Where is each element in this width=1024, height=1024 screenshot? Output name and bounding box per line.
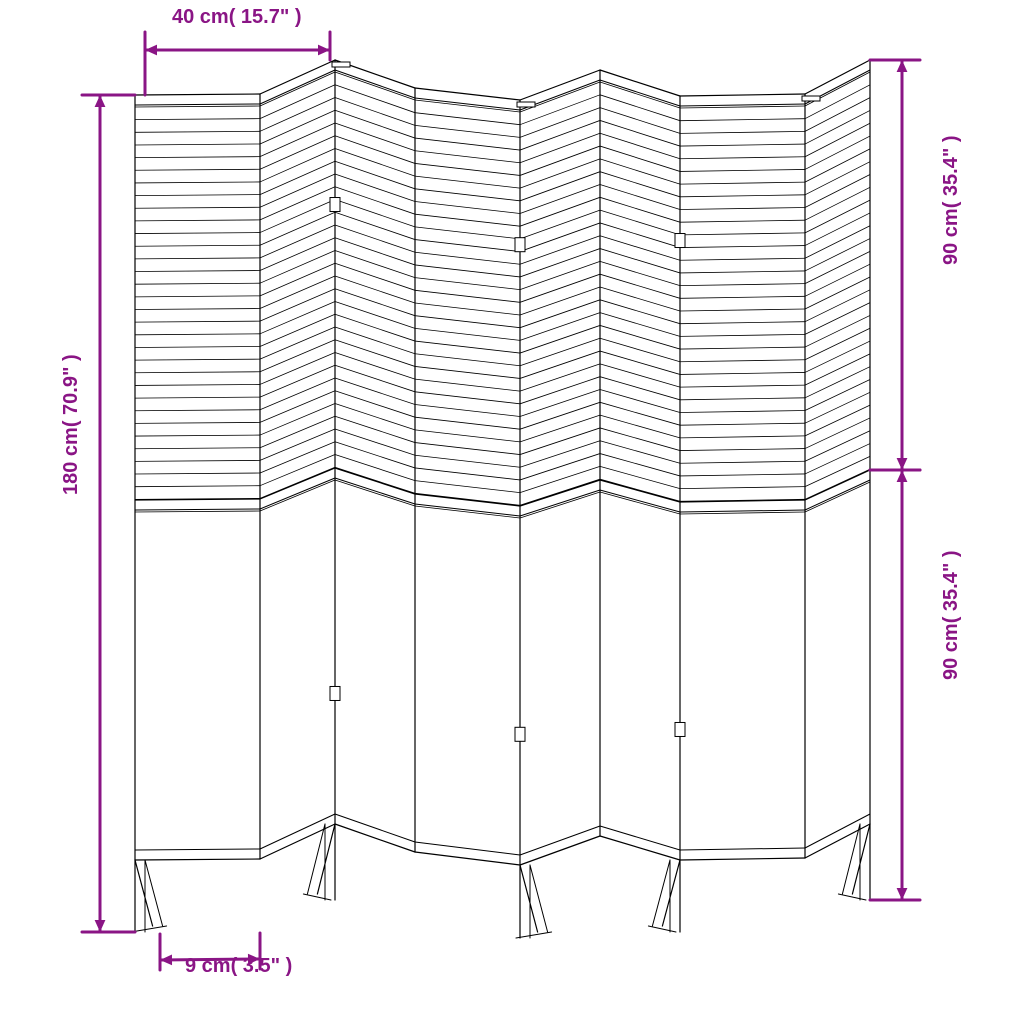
dim-left-height-in: ( 70.9" )	[60, 354, 82, 427]
dim-top-width: 40 cm( 15.7" )	[172, 6, 302, 29]
dim-left-height: 180 cm( 70.9" )	[60, 354, 83, 495]
dim-top-width-cm: 40 cm	[172, 6, 229, 28]
dim-right-upper-cm: 90 cm	[940, 208, 962, 265]
room-divider-drawing	[0, 0, 1024, 1024]
dim-right-upper: 90 cm( 35.4" )	[940, 135, 963, 265]
diagram-canvas: 40 cm( 15.7" ) 180 cm( 70.9" ) 90 cm( 35…	[0, 0, 1024, 1024]
dim-foot-in: ( 3.5" )	[231, 955, 293, 977]
dim-foot-cm: 9 cm	[185, 955, 231, 977]
dim-left-height-cm: 180 cm	[60, 427, 82, 495]
dim-foot-depth: 9 cm( 3.5" )	[185, 955, 292, 978]
dim-right-upper-in: ( 35.4" )	[940, 135, 962, 208]
dim-right-lower-in: ( 35.4" )	[940, 550, 962, 623]
dim-top-width-in: ( 15.7" )	[229, 6, 302, 28]
dim-right-lower-cm: 90 cm	[940, 623, 962, 680]
dim-right-lower: 90 cm( 35.4" )	[940, 550, 963, 680]
